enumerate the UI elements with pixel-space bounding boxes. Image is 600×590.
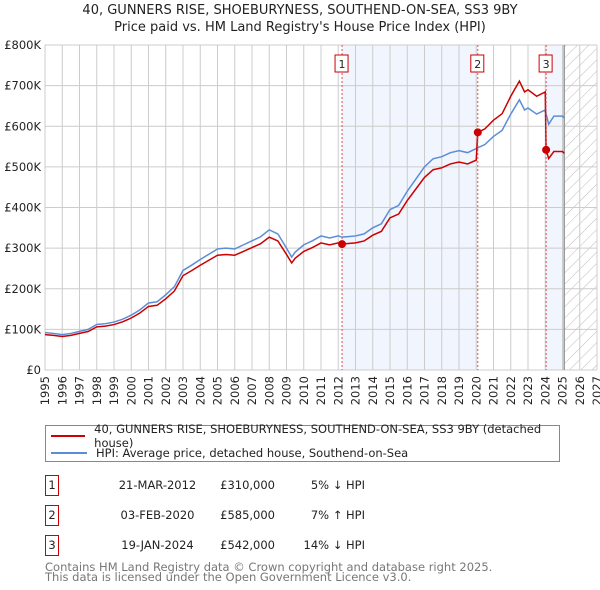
x-tick-label: 2007 [245, 376, 259, 405]
x-tick-label: 2009 [280, 376, 294, 405]
x-tick-label: 2015 [383, 376, 397, 405]
sale-label: 1 [339, 58, 346, 71]
x-tick-label: 2013 [349, 376, 363, 405]
chart-subtitle: Price paid vs. HM Land Registry's House … [114, 20, 486, 35]
x-tick-label: 1997 [73, 376, 87, 405]
sale-label: 3 [543, 58, 550, 71]
x-tick-label: 1996 [55, 376, 69, 405]
hpi-line [44, 98, 565, 336]
x-tick-label: 2026 [573, 376, 587, 405]
sale-price: £542,000 [220, 538, 275, 552]
sale-marker-badge: 2 [45, 505, 59, 526]
sale-label-box [334, 54, 349, 73]
x-tick-label: 2020 [469, 376, 483, 405]
sale-price: £310,000 [220, 478, 275, 492]
x-tick-label: 2025 [556, 376, 570, 405]
sale-hpi-diff: 5% ↓ HPI [310, 478, 365, 492]
x-tick-label: 2027 [590, 376, 600, 405]
x-tick-label: 1999 [107, 376, 121, 405]
x-tick-label: 1998 [90, 376, 104, 405]
sale-date: 03-FEB-2020 [120, 508, 195, 522]
sale-date: 19-JAN-2024 [121, 538, 194, 552]
y-tick-label: £300K [4, 241, 41, 255]
price-paid-line [44, 79, 565, 338]
y-tick-label: £200K [4, 282, 41, 296]
x-tick-label: 2002 [159, 376, 173, 405]
sale-label-box [538, 54, 553, 73]
footer-licence: This data is licensed under the Open Gov… [45, 570, 412, 584]
sale-point [542, 145, 551, 154]
chart-plot: 1995 1996 1997 1998 1999 2000 2001 2002 2003 2004… [4, 38, 600, 405]
legend-swatch-red [51, 435, 86, 437]
x-tick-label: 2010 [297, 376, 311, 405]
sale-hpi-diff: 14% ↓ HPI [303, 538, 365, 552]
x-tick-label: 2006 [228, 376, 242, 405]
legend-swatch-blue [51, 452, 87, 454]
x-tick-label: 2004 [193, 376, 207, 405]
x-tick-label: 2005 [211, 376, 225, 405]
x-tick-label: 2018 [435, 376, 449, 405]
x-tick-label: 2001 [142, 376, 156, 405]
x-tick-label: 2022 [504, 376, 518, 405]
y-tick-label: £0 [26, 363, 41, 377]
sale-marker-badge: 1 [45, 475, 59, 496]
legend-item-price-paid: 40, GUNNERS RISE, SHOEBURYNESS, SOUTHEND… [51, 422, 559, 450]
legend-item-hpi: HPI: Average price, detached house, Sout… [51, 445, 408, 461]
sale-date: 21-MAR-2012 [118, 478, 197, 492]
x-tick-label: 2000 [124, 376, 138, 405]
x-tick-label: 2016 [400, 376, 414, 405]
x-tick-label: 2017 [418, 376, 432, 405]
x-tick-label: 1995 [38, 376, 52, 405]
y-tick-label: £800K [4, 38, 41, 52]
sale-price: £585,000 [220, 508, 275, 522]
sale-label: 2 [474, 58, 481, 71]
x-tick-label: 2021 [487, 376, 501, 405]
legend-label: 40, GUNNERS RISE, SHOEBURYNESS, SOUTHEND… [94, 422, 542, 450]
y-tick-label: £400K [4, 201, 41, 215]
x-tick-label: 2023 [521, 376, 535, 405]
y-tick-label: £500K [4, 160, 41, 174]
y-tick-label: £700K [4, 79, 41, 93]
y-tick-label: £100K [4, 322, 41, 336]
legend: 40, GUNNERS RISE, SHOEBURYNESS, SOUTHEND… [45, 422, 560, 462]
x-tick-label: 2003 [176, 376, 190, 405]
sale-point [473, 128, 482, 137]
y-tick-label: £600K [4, 119, 41, 133]
x-tick-label: 2012 [331, 376, 345, 405]
x-tick-label: 2008 [262, 376, 276, 405]
sale-point [338, 240, 347, 249]
x-tick-label: 2014 [366, 376, 380, 405]
x-tick-label: 2011 [314, 376, 328, 405]
x-tick-label: 2024 [538, 376, 552, 405]
legend-label: HPI: Average price, detached house, Sout… [96, 446, 409, 460]
sale-label-box [470, 54, 485, 73]
sale-hpi-diff: 7% ↑ HPI [310, 508, 365, 522]
chart-title: 40, GUNNERS RISE, SHOEBURYNESS, SOUTHEND… [82, 3, 518, 18]
footer-copyright: Contains HM Land Registry data © Crown c… [45, 560, 493, 574]
sale-marker-badge: 3 [45, 535, 59, 556]
x-tick-label: 2019 [452, 376, 466, 405]
